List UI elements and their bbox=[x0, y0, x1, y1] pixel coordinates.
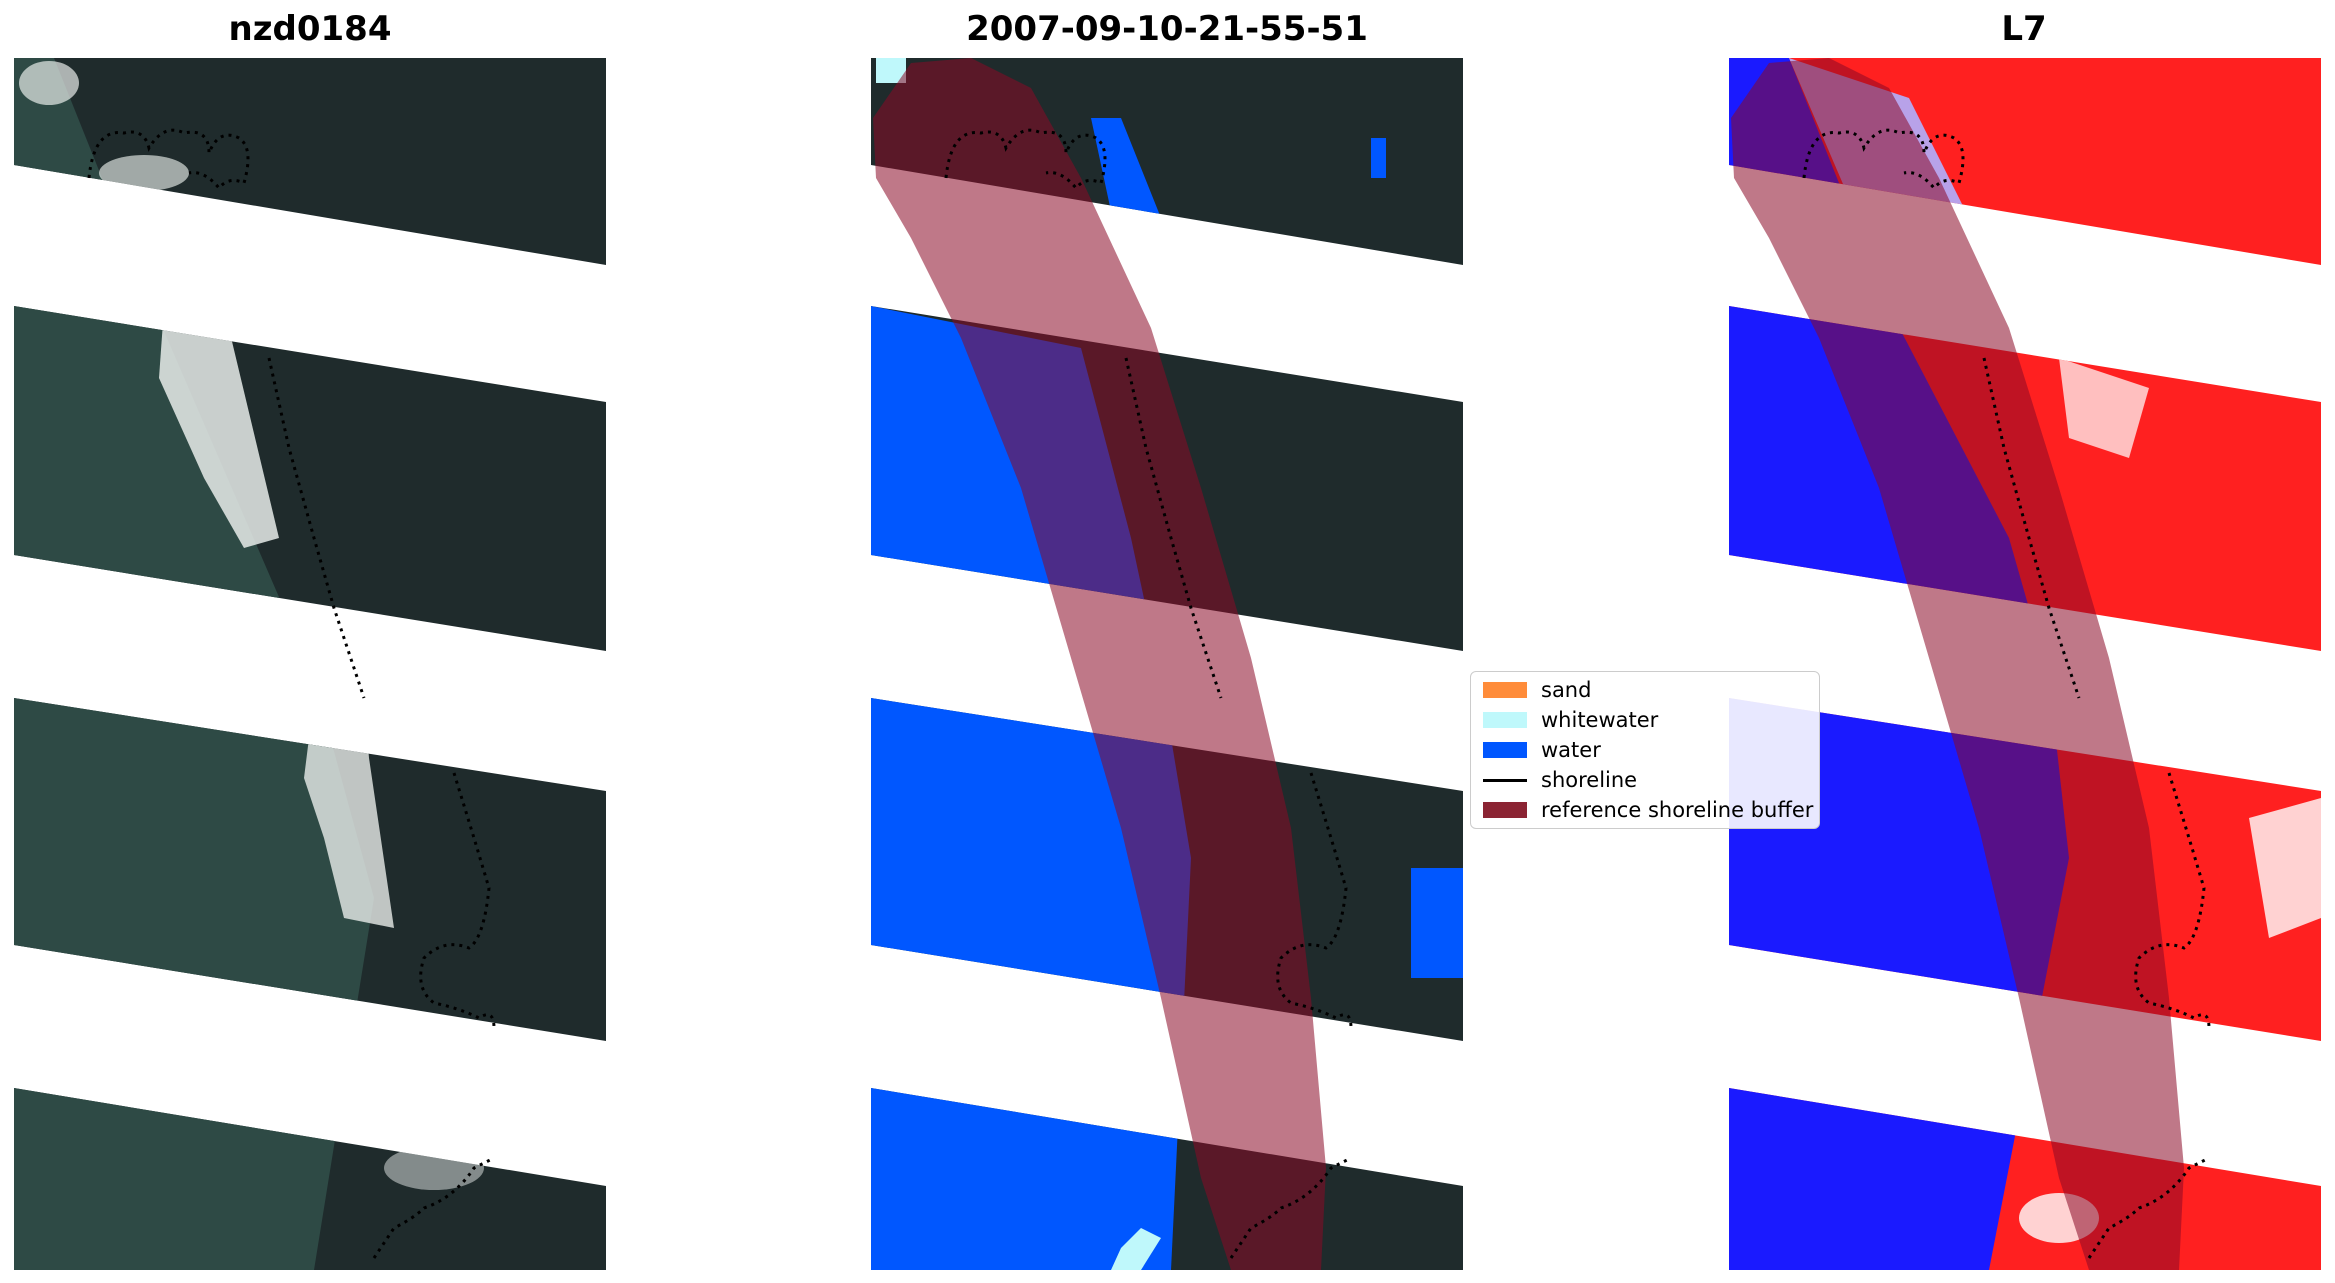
legend-label-whitewater: whitewater bbox=[1541, 708, 1659, 732]
panel-title-index: L7 bbox=[2001, 9, 2047, 49]
panel-title-rgb: nzd0184 bbox=[228, 9, 392, 49]
legend-item-sand: sand bbox=[1479, 676, 1819, 704]
reference-buffer-swatch bbox=[1483, 802, 1527, 818]
legend-label-sand: sand bbox=[1541, 678, 1592, 702]
classified-image bbox=[871, 58, 1463, 1270]
sand-swatch bbox=[1483, 682, 1527, 698]
legend-label-shoreline: shoreline bbox=[1541, 768, 1638, 792]
shoreline-line-swatch bbox=[1483, 779, 1527, 782]
legend-item-whitewater: whitewater bbox=[1479, 706, 1819, 734]
legend-item-shoreline: shoreline bbox=[1479, 766, 1819, 794]
index-image bbox=[1729, 58, 2321, 1270]
legend-item-water: water bbox=[1479, 736, 1819, 764]
legend-label-water: water bbox=[1541, 738, 1601, 762]
panel-title-classified: 2007-09-10-21-55-51 bbox=[966, 9, 1368, 49]
legend-label-reference-buffer: reference shoreline buffer bbox=[1541, 798, 1814, 822]
legend: sand whitewater water shoreline referenc… bbox=[1470, 671, 1820, 829]
rgb-satellite-image bbox=[14, 58, 606, 1270]
water-swatch bbox=[1483, 742, 1527, 758]
whitewater-swatch bbox=[1483, 712, 1527, 728]
legend-item-reference-buffer: reference shoreline buffer bbox=[1479, 796, 1819, 824]
